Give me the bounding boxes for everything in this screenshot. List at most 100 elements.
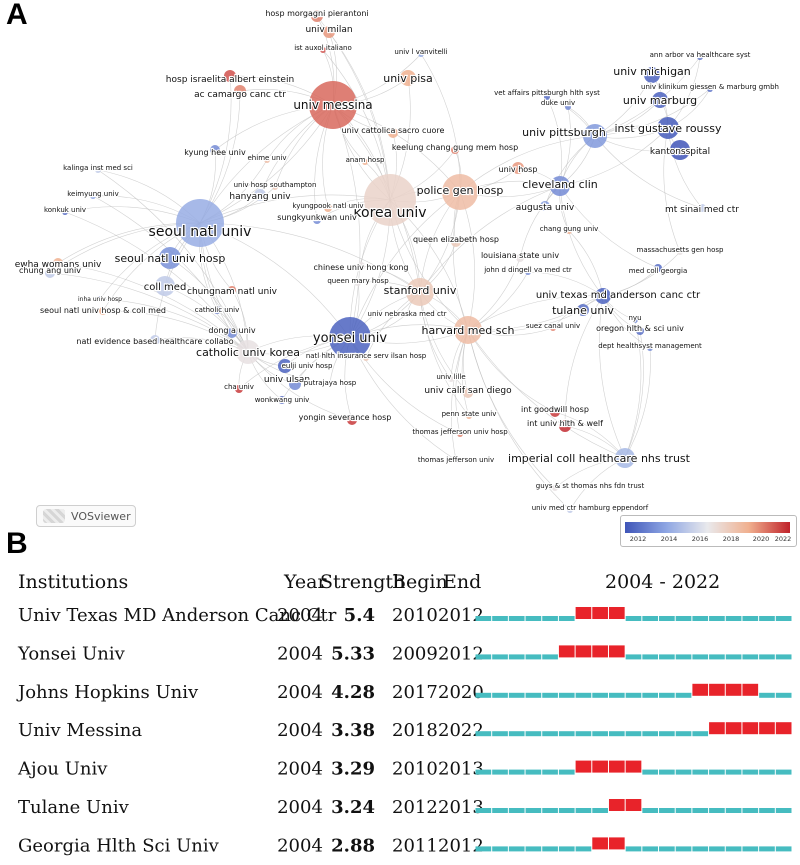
timeline-segment [675,769,692,775]
network-node[interactable] [45,268,55,278]
network-node-label: kantonsspital [650,147,710,157]
network-node[interactable] [647,345,653,351]
network-node[interactable] [388,128,398,138]
network-node[interactable] [404,311,410,317]
network-node[interactable] [400,70,416,86]
network-node[interactable] [540,201,550,211]
network-node[interactable] [457,431,463,437]
network-node[interactable] [364,174,416,226]
network-node[interactable] [329,317,371,359]
network-node[interactable] [583,124,607,148]
timeline-segment [775,654,792,660]
vosviewer-logo-icon [43,509,65,523]
network-node-label: ann arbor va healthcare syst [650,51,751,59]
network-node[interactable] [525,269,531,275]
network-node[interactable] [453,457,459,463]
network-node[interactable] [632,317,638,323]
network-node[interactable] [454,316,482,344]
timeline-segment [725,769,742,775]
network-node[interactable] [550,176,570,196]
network-node[interactable] [463,388,473,398]
network-node[interactable] [654,264,662,272]
network-node[interactable] [363,355,369,361]
network-node[interactable] [53,258,63,268]
network-node[interactable] [323,26,335,38]
network-node[interactable] [552,485,558,491]
network-node[interactable] [311,10,323,22]
network-node[interactable] [566,228,572,234]
network-node[interactable] [559,420,571,432]
network-node[interactable] [278,359,292,373]
network-node[interactable] [657,117,679,139]
network-node[interactable] [159,247,181,269]
network-node[interactable] [355,280,361,286]
network-node[interactable] [272,184,278,190]
network-node[interactable] [327,380,333,386]
network-node[interactable] [97,296,103,302]
network-node[interactable] [707,86,713,92]
network-node[interactable] [213,306,221,314]
network-node[interactable] [550,325,556,331]
network-node-label: kyungpook natl univ [292,202,363,210]
network-node[interactable] [550,407,560,417]
network-node[interactable] [577,304,589,316]
network-node[interactable] [235,385,243,393]
network-node[interactable] [254,189,266,201]
network-node-label: nyu [628,314,641,322]
network-node[interactable] [357,262,365,270]
network-node[interactable] [228,286,236,294]
network-node[interactable] [324,204,332,212]
network-node[interactable] [95,167,101,173]
network-node[interactable] [313,216,321,224]
network-node[interactable] [466,413,472,419]
network-node[interactable] [320,47,326,53]
burst-segment [575,607,592,619]
network-node[interactable] [99,307,107,315]
network-node[interactable] [670,140,690,160]
network-node[interactable] [289,378,301,390]
network-node[interactable] [544,94,550,100]
network-node[interactable] [90,193,96,199]
network-node[interactable] [150,335,160,345]
network-node[interactable] [176,199,224,247]
network-node[interactable] [62,209,68,215]
network-node[interactable] [516,254,524,262]
network-node[interactable] [309,81,357,129]
network-node[interactable] [264,157,270,163]
network-node[interactable] [567,507,573,513]
network-node[interactable] [362,159,368,165]
timeline-segment [642,654,659,660]
network-node[interactable] [698,204,706,212]
network-node-label: univ cattolica sacro cuore [342,126,445,135]
network-node[interactable] [278,396,286,404]
network-node[interactable] [234,85,246,97]
network-node[interactable] [677,249,683,255]
network-node[interactable] [406,278,434,306]
network-node[interactable] [595,288,611,304]
network-node[interactable] [644,67,660,83]
network-node[interactable] [236,340,260,364]
network-node[interactable] [636,327,644,335]
network-node[interactable] [347,415,357,425]
network-node[interactable] [442,174,478,210]
network-node[interactable] [210,145,220,155]
network-node[interactable] [697,54,703,60]
network-node-label: med coll georgia [629,267,688,275]
row-begin: 2009 [392,643,438,664]
network-node[interactable] [451,237,461,247]
panel-a-label: A [6,0,28,31]
network-node[interactable] [227,328,237,338]
row-institution: Univ Texas MD Anderson Canc Ctr [18,605,337,626]
timeline-segment [525,692,542,698]
network-node[interactable] [418,51,424,57]
network-node[interactable] [615,448,635,468]
network-node[interactable] [448,376,454,382]
network-node[interactable] [652,92,668,108]
network-node[interactable] [224,70,236,82]
row-year: 2004 [277,720,323,741]
network-node[interactable] [565,104,571,110]
row-begin: 2010 [392,605,438,626]
network-node[interactable] [512,162,524,174]
network-node[interactable] [155,276,175,296]
network-node[interactable] [451,146,459,154]
